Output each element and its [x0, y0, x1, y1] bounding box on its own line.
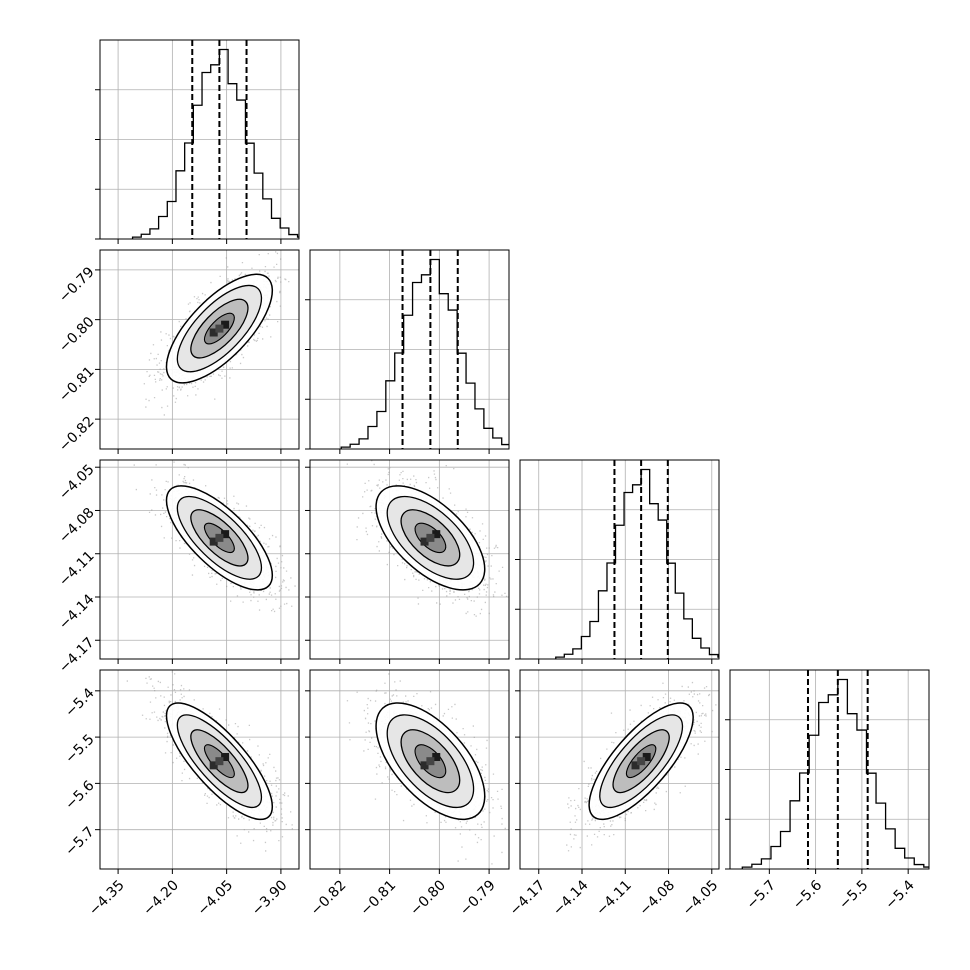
x-tick-label: −5.4 — [882, 877, 917, 912]
x-tick-label: −0.82 — [308, 877, 350, 919]
y-tick-label: −4.17 — [56, 635, 98, 677]
density-peak — [221, 530, 230, 539]
y-tick-label: −5.6 — [62, 778, 97, 813]
panel-frame — [99, 459, 300, 660]
density-peak — [215, 533, 224, 542]
y-tick-label: −4.11 — [56, 548, 98, 590]
panel-content — [100, 460, 299, 659]
panel-frame — [99, 39, 300, 240]
y-tick-label: −0.80 — [56, 314, 98, 356]
panel-content — [100, 250, 299, 449]
y-tick-label: −5.4 — [62, 685, 97, 720]
panel-content — [100, 40, 299, 239]
density-peak — [209, 537, 218, 546]
panel-content — [310, 670, 509, 869]
density-peak — [420, 761, 429, 770]
x-tick-label: −0.81 — [358, 877, 400, 919]
density-peak — [209, 328, 218, 337]
panel-3-1: −0.82 −0.81 −0.80 −0.79 — [305, 669, 510, 919]
panel-3-2: −4.17 −4.14 −4.11 −4.08 −4.05 — [507, 669, 722, 919]
panel-content — [520, 460, 719, 659]
panel-2-2 — [515, 459, 720, 664]
density-peak — [432, 752, 441, 761]
density-peak — [426, 757, 435, 766]
density-peak — [432, 530, 441, 539]
x-tick-label: −0.79 — [457, 877, 499, 919]
panel-1-1 — [305, 249, 510, 454]
density-peak — [637, 757, 646, 766]
histogram-1 — [340, 258, 509, 449]
density-peak — [215, 324, 224, 333]
panel-0-0 — [95, 39, 300, 244]
density-peak — [420, 537, 429, 546]
x-tick-label: −0.80 — [407, 877, 449, 919]
x-tick-label: −4.05 — [195, 877, 237, 919]
y-tick-label: −5.7 — [62, 824, 97, 859]
histogram-3 — [741, 678, 929, 869]
x-tick-label: −4.14 — [550, 877, 592, 919]
x-tick-label: −4.05 — [680, 877, 722, 919]
panel-frame — [519, 669, 720, 870]
y-tick-label: −0.82 — [56, 413, 98, 455]
y-tick-label: −0.81 — [56, 364, 98, 406]
y-tick-label: −5.5 — [62, 731, 97, 766]
panel-content — [310, 250, 509, 449]
density-peak — [215, 757, 224, 766]
density-peak — [426, 533, 435, 542]
panel-content — [520, 670, 719, 869]
x-tick-label: −4.08 — [636, 877, 678, 919]
histogram-0 — [131, 48, 299, 239]
x-tick-label: −5.6 — [790, 877, 825, 912]
panel-1-0: −0.82 −0.81 −0.80 −0.79 — [56, 249, 300, 455]
x-tick-label: −4.35 — [86, 877, 128, 919]
panel-content — [100, 670, 299, 869]
panel-frame — [99, 249, 300, 450]
y-tick-label: −4.14 — [56, 591, 98, 633]
density-peak — [221, 752, 230, 761]
panel-frame — [729, 669, 930, 870]
x-tick-label: −5.5 — [836, 877, 871, 912]
x-tick-label: −5.7 — [744, 877, 779, 912]
panel-2-1 — [305, 459, 510, 664]
density-peak — [642, 752, 651, 761]
histogram-2 — [555, 468, 719, 659]
x-tick-label: −4.11 — [593, 877, 635, 919]
panel-3-3: −5.7 −5.6 −5.5 −5.4 — [725, 669, 930, 913]
y-tick-label: −4.05 — [56, 462, 98, 504]
y-tick-label: −0.79 — [56, 264, 98, 306]
panel-content — [310, 460, 509, 659]
panel-frame — [519, 459, 720, 660]
panel-3-0: −5.7 −5.6 −5.5 −5.4 −4.35 −4.20 −4.05 −3.90 — [62, 669, 300, 919]
density-peak — [631, 761, 640, 770]
x-tick-label: −3.90 — [249, 877, 291, 919]
x-tick-label: −4.20 — [140, 877, 182, 919]
panel-content — [730, 670, 929, 869]
density-peak — [221, 320, 230, 329]
panel-frame — [99, 669, 300, 870]
panel-2-0: −4.17−4.14−4.11−4.08−4.05 — [56, 459, 300, 677]
panel-frame — [309, 459, 510, 660]
density-peak — [209, 761, 218, 770]
y-tick-label: −4.08 — [56, 505, 98, 547]
panel-frame — [309, 669, 510, 870]
panel-frame — [309, 249, 510, 450]
x-tick-label: −4.17 — [507, 877, 549, 919]
